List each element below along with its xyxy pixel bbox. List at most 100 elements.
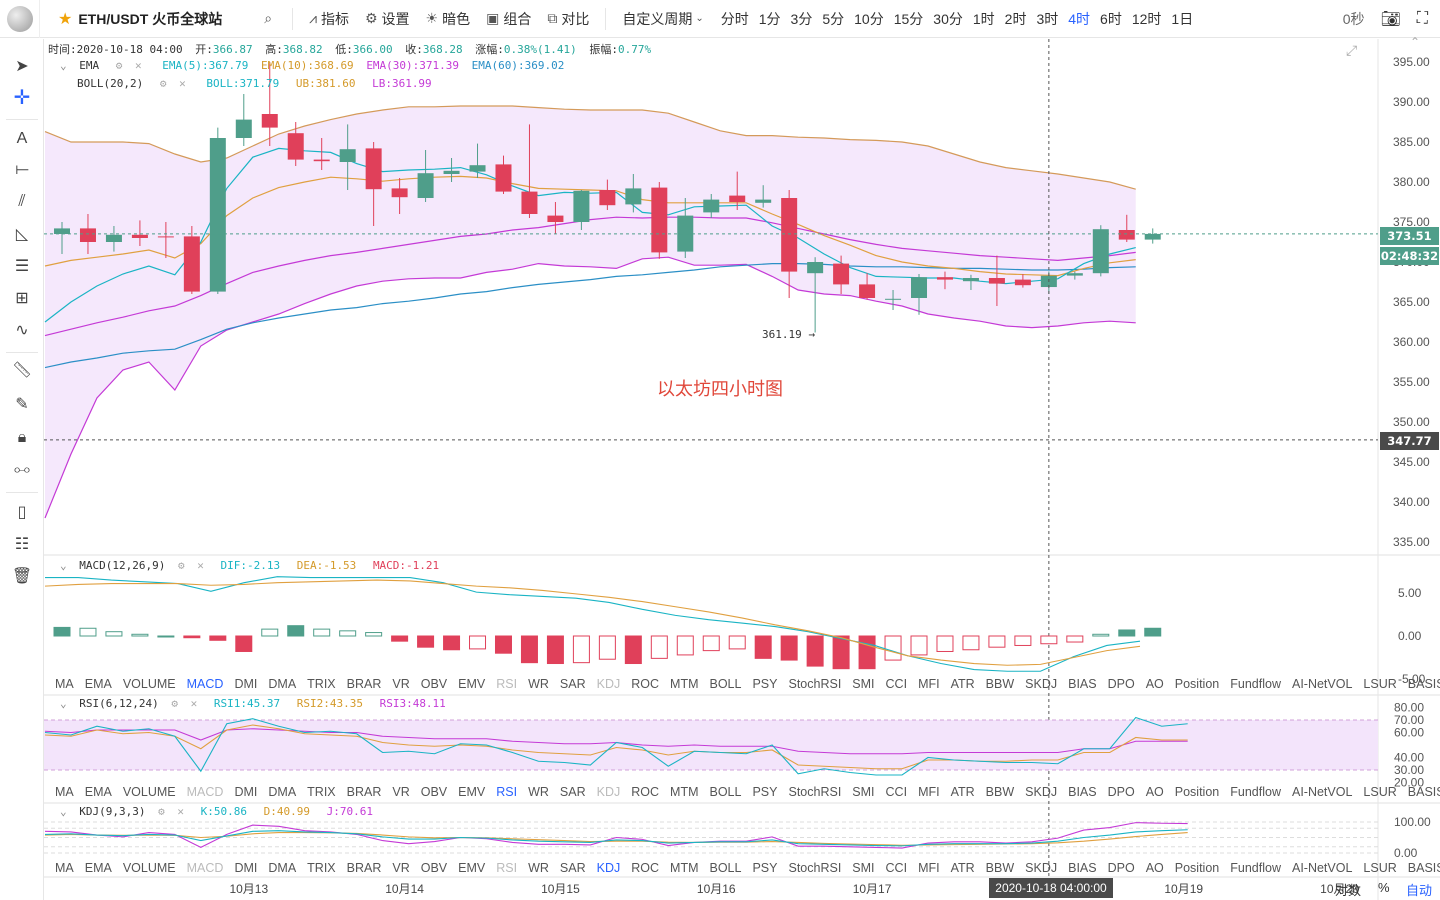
- indicator-tab-obv[interactable]: OBV: [420, 861, 448, 875]
- indicator-tab-mtm[interactable]: MTM: [670, 677, 699, 691]
- symbol-search-icon[interactable]: ⌕: [264, 10, 273, 26]
- indicator-tab-dmi[interactable]: DMI: [234, 861, 258, 875]
- indicator-tab-stochrsi[interactable]: StochRSI: [788, 861, 842, 875]
- indicator-tab-vr[interactable]: VR: [392, 861, 410, 875]
- indicator-tab-kdj[interactable]: KDJ: [596, 861, 621, 875]
- indicator-tab-ma[interactable]: MA: [55, 785, 74, 799]
- crosshair-icon[interactable]: ✛: [13, 86, 31, 109]
- pane-collapse-icon[interactable]: ⌃: [1410, 35, 1421, 49]
- trash-icon[interactable]: 🗑︎: [11, 568, 33, 585]
- indicator-tab-position[interactable]: Position: [1174, 861, 1220, 875]
- indicator-tab-position[interactable]: Position: [1174, 785, 1220, 799]
- indicator-tab-ma[interactable]: MA: [55, 677, 74, 691]
- indicator-tab-rsi[interactable]: RSI: [496, 861, 518, 875]
- period-6[interactable]: 30分: [933, 10, 963, 27]
- indicator-tab-psy[interactable]: PSY: [752, 861, 778, 875]
- indicator-tab-dma[interactable]: DMA: [268, 861, 297, 875]
- macd-settings-icon[interactable]: ⚙: [177, 559, 185, 572]
- indicator-tab-psy[interactable]: PSY: [752, 785, 778, 799]
- indicator-tab-fundflow[interactable]: Fundflow: [1230, 785, 1281, 799]
- indicator-tab-ao[interactable]: AO: [1145, 677, 1164, 691]
- indicator-tab-brar[interactable]: BRAR: [346, 785, 382, 799]
- indicator-tab-skdj[interactable]: SKDJ: [1025, 785, 1058, 799]
- maximize-pane-icon[interactable]: ⤢: [1346, 42, 1358, 58]
- indicator-tab-stochrsi[interactable]: StochRSI: [788, 785, 842, 799]
- indicator-tab-mtm[interactable]: MTM: [670, 861, 699, 875]
- indicator-tab-volume[interactable]: VOLUME: [122, 785, 176, 799]
- indicator-tab-kdj[interactable]: KDJ: [596, 677, 621, 691]
- kdj-settings-icon[interactable]: ⚙: [158, 805, 165, 818]
- indicator-tab-roc[interactable]: ROC: [631, 677, 660, 691]
- indicator-tab-dpo[interactable]: DPO: [1107, 677, 1135, 691]
- ema-close-icon[interactable]: ✕: [135, 59, 142, 72]
- indicator-tab-boll[interactable]: BOLL: [709, 785, 742, 799]
- indicator-tab-basis[interactable]: BASIS: [1407, 677, 1440, 691]
- triangle-tool-icon[interactable]: ◺: [15, 226, 29, 243]
- indicator-tab-lsur[interactable]: LSUR: [1363, 785, 1397, 799]
- indicator-tab-ema[interactable]: EMA: [84, 861, 112, 875]
- indicator-tab-bias[interactable]: BIAS: [1068, 785, 1097, 799]
- indicator-tab-lsur[interactable]: LSUR: [1363, 861, 1397, 875]
- ruler-icon[interactable]: 📏︎: [11, 362, 33, 379]
- indicator-tab-volume[interactable]: VOLUME: [122, 677, 176, 691]
- compare-button[interactable]: ⧉ 对比: [547, 10, 590, 27]
- indicator-tab-fundflow[interactable]: Fundflow: [1230, 677, 1281, 691]
- theme-button[interactable]: ☀ 暗色: [425, 10, 471, 27]
- indicator-tab-dma[interactable]: DMA: [268, 785, 297, 799]
- indicator-tab-sar[interactable]: SAR: [559, 861, 586, 875]
- indicator-tab-macd[interactable]: MACD: [186, 861, 224, 875]
- bookmark-icon[interactable]: ▯: [17, 504, 27, 521]
- kdj-close-icon[interactable]: ✕: [177, 805, 184, 818]
- indicator-tab-skdj[interactable]: SKDJ: [1025, 861, 1058, 875]
- indicator-tab-obv[interactable]: OBV: [420, 677, 448, 691]
- text-tool-icon[interactable]: A: [16, 130, 28, 147]
- indicator-tab-bias[interactable]: BIAS: [1068, 861, 1097, 875]
- auto-scale-toggle[interactable]: 自动: [1406, 883, 1433, 898]
- horizontal-line-icon[interactable]: ⟝: [15, 161, 29, 178]
- period-5[interactable]: 15分: [893, 10, 924, 27]
- cursor-icon[interactable]: ➤: [15, 58, 29, 75]
- wave-tool-icon[interactable]: ∿: [15, 322, 29, 339]
- indicator-tab-cci[interactable]: CCI: [885, 677, 908, 691]
- indicator-tab-roc[interactable]: ROC: [631, 861, 660, 875]
- indicator-tab-emv[interactable]: EMV: [458, 861, 486, 875]
- indicator-tab-dma[interactable]: DMA: [268, 677, 297, 691]
- indicator-tab-dpo[interactable]: DPO: [1107, 861, 1135, 875]
- indicator-tab-emv[interactable]: EMV: [458, 677, 486, 691]
- camera-icon[interactable]: 📷︎: [1380, 10, 1401, 28]
- period-8[interactable]: 2时: [1004, 10, 1027, 27]
- indicator-tab-ai-netvol[interactable]: AI-NetVOL: [1291, 861, 1353, 875]
- period-9[interactable]: 3时: [1036, 10, 1059, 27]
- collapse-icon[interactable]: ⌄: [60, 697, 67, 710]
- indicator-tab-emv[interactable]: EMV: [458, 785, 486, 799]
- indicator-tab-bbw[interactable]: BBW: [985, 785, 1015, 799]
- app-logo[interactable]: [0, 0, 40, 38]
- indicator-tab-mfi[interactable]: MFI: [918, 677, 940, 691]
- indicator-tab-basis[interactable]: BASIS: [1407, 785, 1440, 799]
- indicator-tab-atr[interactable]: ATR: [950, 785, 975, 799]
- fullscreen-icon[interactable]: ⛶: [1416, 9, 1428, 27]
- period-1[interactable]: 1分: [758, 10, 781, 27]
- period-4[interactable]: 10分: [854, 10, 884, 27]
- indicator-tab-smi[interactable]: SMI: [852, 785, 875, 799]
- indicator-tab-mtm[interactable]: MTM: [670, 785, 699, 799]
- indicator-tab-position[interactable]: Position: [1174, 677, 1220, 691]
- favorite-star-icon[interactable]: ★: [58, 10, 73, 28]
- indicator-tab-dmi[interactable]: DMI: [234, 785, 258, 799]
- period-7[interactable]: 1时: [972, 10, 995, 27]
- indicator-tab-atr[interactable]: ATR: [950, 861, 975, 875]
- indicator-tab-kdj[interactable]: KDJ: [596, 785, 621, 799]
- indicator-tab-dmi[interactable]: DMI: [234, 677, 258, 691]
- indicator-tab-brar[interactable]: BRAR: [346, 861, 382, 875]
- indicator-tab-ao[interactable]: AO: [1145, 861, 1164, 875]
- grid-tool-icon[interactable]: ⊞: [15, 290, 29, 307]
- indicator-tab-boll[interactable]: BOLL: [709, 861, 742, 875]
- indicator-tab-psy[interactable]: PSY: [752, 677, 778, 691]
- collapse-icon[interactable]: ⌄: [60, 805, 67, 818]
- parallel-channel-icon[interactable]: ☰: [14, 258, 30, 275]
- rsi-settings-icon[interactable]: ⚙: [171, 697, 178, 710]
- brush-icon[interactable]: ✎: [15, 396, 29, 413]
- template-icon[interactable]: ☷: [14, 536, 30, 553]
- period-10[interactable]: 4时: [1068, 10, 1091, 27]
- indicator-tab-skdj[interactable]: SKDJ: [1025, 677, 1058, 691]
